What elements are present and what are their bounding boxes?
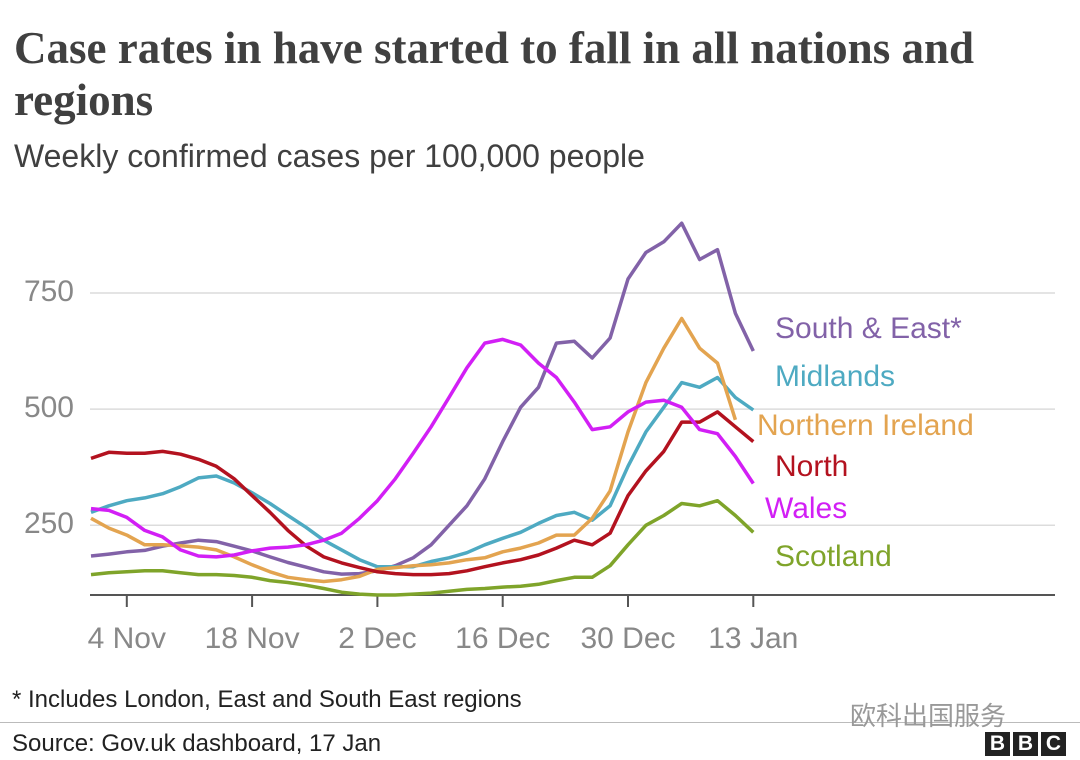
logo-letter: B <box>985 732 1010 756</box>
logo-letter: B <box>1013 732 1038 756</box>
series-label: Wales <box>765 492 847 525</box>
x-tick-label: 30 Dec <box>580 622 675 655</box>
series-line <box>90 316 738 584</box>
footnote: * Includes London, East and South East r… <box>12 686 522 713</box>
series-label: Northern Ireland <box>757 409 974 442</box>
y-tick-label: 500 <box>24 391 74 424</box>
separator <box>0 722 1080 723</box>
x-tick-label: 13 Jan <box>708 622 798 655</box>
y-tick-label: 750 <box>24 275 74 308</box>
chart: 250 500 750 4 Nov 18 Nov 2 Dec 16 Dec 30 Dec 13 … <box>24 221 1055 655</box>
x-tick-label: 4 Nov <box>88 622 166 655</box>
series-label: North <box>775 450 848 483</box>
chart-title: Case rates in have started to fall in al… <box>14 23 975 125</box>
series-line <box>90 410 755 577</box>
y-tick-label: 250 <box>24 507 74 540</box>
series-label: Scotland <box>775 540 892 573</box>
series-line <box>90 498 755 597</box>
series-line <box>90 375 755 569</box>
source: Source: Gov.uk dashboard, 17 Jan <box>12 730 382 757</box>
chart-subtitle: Weekly confirmed cases per 100,000 peopl… <box>14 138 645 174</box>
series-label: South & East* <box>775 312 962 345</box>
logo-letter: C <box>1041 732 1066 756</box>
x-tick-label: 2 Dec <box>338 622 416 655</box>
x-tick-label: 18 Nov <box>205 622 300 655</box>
watermark: 欧科出国服务 <box>850 701 1007 731</box>
series-label: Midlands <box>775 360 895 393</box>
series-line <box>90 221 755 576</box>
x-tick-label: 16 Dec <box>455 622 550 655</box>
series-line <box>90 337 755 559</box>
